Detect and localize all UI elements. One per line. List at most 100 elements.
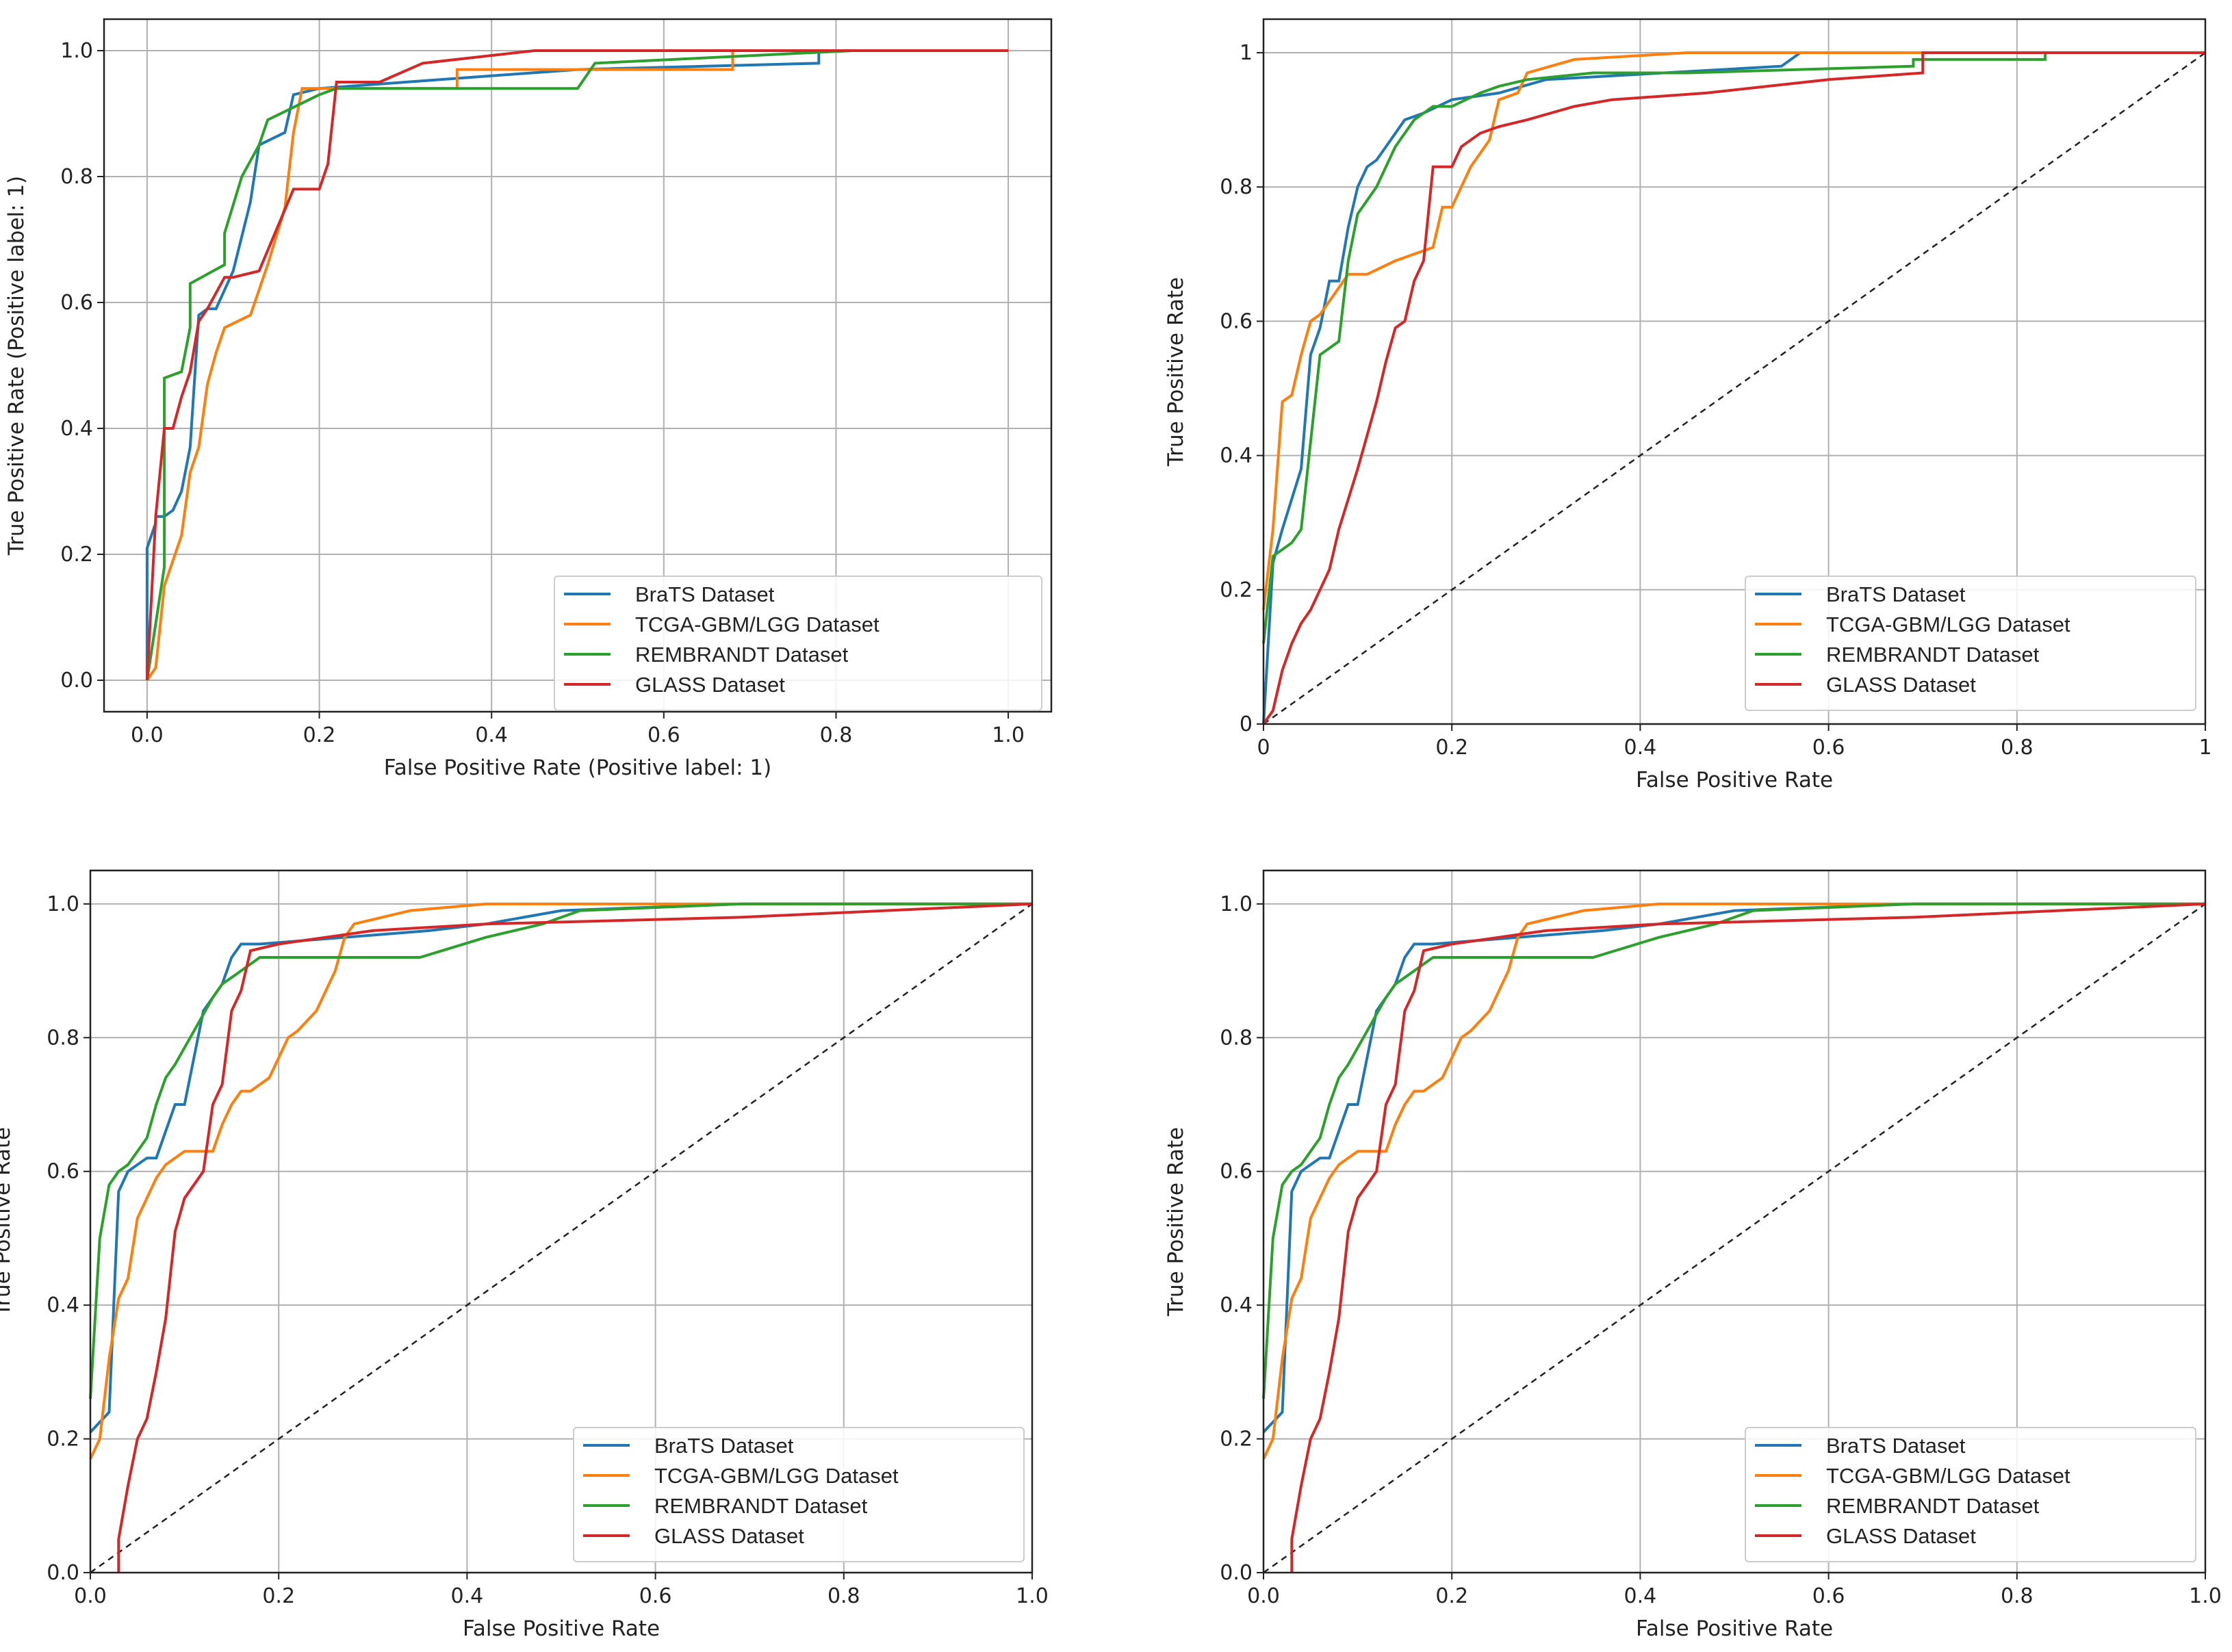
roc-curve-brats bbox=[145, 49, 1009, 680]
axes-frame bbox=[1262, 869, 2207, 1574]
legend-box bbox=[1745, 1427, 2196, 1562]
roc-curve-rembrandt bbox=[89, 902, 1032, 1399]
legend-box bbox=[573, 1427, 1025, 1562]
y-tick-label: 0.8 bbox=[60, 165, 93, 189]
legend-label-glass: GLASS Dataset bbox=[654, 1524, 804, 1548]
y-axis-label: True Positive Rate bbox=[1164, 277, 1188, 467]
x-tick-label: 0.6 bbox=[647, 723, 680, 747]
roc-curve-glass bbox=[1290, 902, 2206, 1573]
roc-curve-tcga bbox=[1262, 902, 2205, 1460]
roc-curve-glass bbox=[145, 49, 1009, 681]
legend-label-tcga: TCGA-GBM/LGG Dataset bbox=[1826, 1464, 2070, 1488]
legend-label-brats: BraTS Dataset bbox=[1826, 582, 1966, 606]
legend-label-rembrandt: REMBRANDT Dataset bbox=[1826, 643, 2040, 667]
y-tick-label: 0.2 bbox=[47, 1428, 79, 1451]
x-tick-label: 0.8 bbox=[820, 723, 853, 747]
axes-frame bbox=[103, 18, 1053, 713]
y-tick-label: 0.6 bbox=[1220, 309, 1253, 333]
x-tick-label: 1.0 bbox=[1016, 1584, 1049, 1608]
legend-box bbox=[554, 576, 1042, 711]
roc-curve-brats bbox=[1262, 902, 2205, 1434]
legend-label-glass: GLASS Dataset bbox=[1826, 673, 1976, 697]
legend-label-brats: BraTS Dataset bbox=[1826, 1434, 1966, 1458]
x-tick-label: 0.4 bbox=[1624, 736, 1657, 760]
y-tick-label: 1.0 bbox=[47, 892, 79, 916]
y-tick-label: 0.0 bbox=[47, 1561, 79, 1585]
y-tick-label: 0 bbox=[1240, 712, 1253, 736]
axes-frame bbox=[89, 869, 1034, 1574]
x-axis-label: False Positive Rate bbox=[463, 1616, 660, 1641]
y-tick-label: 1.0 bbox=[1220, 892, 1253, 916]
legend-label-glass: GLASS Dataset bbox=[1826, 1524, 1976, 1548]
y-tick-label: 0.8 bbox=[1220, 175, 1253, 199]
x-tick-label: 1.0 bbox=[2189, 1584, 2222, 1608]
chart-panel-top-left: 0.0 0.2 0.4 0.6 0.8 1.0 0.0 0.2 0.4 0.6 0.8 1.0 Fals… bbox=[4, 18, 1053, 780]
y-axis-label: True Positive Rate bbox=[0, 1127, 15, 1317]
x-tick-label: 0.8 bbox=[828, 1584, 860, 1608]
roc-curve-tcga bbox=[146, 49, 1009, 682]
chance-diagonal bbox=[1263, 52, 2206, 725]
legend-label-rembrandt: REMBRANDT Dataset bbox=[654, 1494, 868, 1518]
y-tick-label: 0.2 bbox=[1220, 578, 1253, 602]
x-tick-label: 0.2 bbox=[262, 1584, 295, 1608]
x-tick-label: 1 bbox=[2198, 736, 2211, 760]
chart-panel-bottom-right: 0.0 0.2 0.4 0.6 0.8 1.0 0.0 0.2 0.4 0.6 0.8 1.0 Fals… bbox=[1164, 869, 2222, 1641]
x-tick-label: 1.0 bbox=[992, 723, 1025, 747]
x-tick-label: 0.0 bbox=[74, 1584, 107, 1608]
roc-curve-tcga bbox=[89, 902, 1032, 1460]
legend-label-brats: BraTS Dataset bbox=[635, 582, 775, 606]
y-tick-label: 0.6 bbox=[47, 1160, 79, 1184]
legend-label-rembrandt: REMBRANDT Dataset bbox=[1826, 1494, 2040, 1518]
x-axis-label: False Positive Rate bbox=[1636, 768, 1833, 792]
x-tick-label: 0.6 bbox=[639, 1584, 672, 1608]
x-tick-label: 0.4 bbox=[1624, 1584, 1657, 1608]
x-tick-label: 0.0 bbox=[1247, 1584, 1280, 1608]
x-tick-label: 0.8 bbox=[2001, 1584, 2034, 1608]
y-tick-label: 0.4 bbox=[1220, 444, 1253, 468]
roc-curve-brats bbox=[89, 902, 1032, 1434]
legend-label-brats: BraTS Dataset bbox=[654, 1434, 794, 1458]
y-tick-label: 1 bbox=[1240, 41, 1253, 65]
roc-curve-brats bbox=[1262, 51, 2205, 725]
x-tick-label: 0.8 bbox=[2001, 736, 2034, 760]
x-tick-label: 0 bbox=[1257, 736, 1270, 760]
x-axis-label: False Positive Rate (Positive label: 1) bbox=[384, 756, 772, 780]
x-axis-label: False Positive Rate bbox=[1636, 1616, 1833, 1641]
y-tick-label: 0.6 bbox=[60, 291, 93, 315]
x-tick-label: 0.4 bbox=[475, 723, 508, 747]
y-tick-label: 1.0 bbox=[60, 39, 93, 63]
y-axis-label: True Positive Rate (Positive label: 1) bbox=[4, 176, 29, 556]
legend-box bbox=[1745, 576, 2196, 711]
y-tick-label: 0.6 bbox=[1220, 1160, 1253, 1184]
x-tick-label: 0.4 bbox=[451, 1584, 484, 1608]
y-tick-label: 0.2 bbox=[1220, 1428, 1253, 1451]
roc-curve-glass bbox=[117, 902, 1033, 1573]
chart-panel-bottom-left: 0.0 0.2 0.4 0.6 0.8 1.0 0.0 0.2 0.4 0.6 0.8 1.0 Fals… bbox=[0, 869, 1049, 1641]
x-tick-label: 0.6 bbox=[1812, 1584, 1845, 1608]
roc-curve-rembrandt bbox=[145, 49, 1009, 681]
legend-label-glass: GLASS Dataset bbox=[635, 673, 785, 697]
x-tick-label: 0.6 bbox=[1812, 736, 1845, 760]
x-tick-label: 0.2 bbox=[1435, 736, 1468, 760]
legend-label-tcga: TCGA-GBM/LGG Dataset bbox=[635, 612, 880, 636]
y-tick-label: 0.4 bbox=[1220, 1293, 1253, 1317]
legend-label-tcga: TCGA-GBM/LGG Dataset bbox=[654, 1464, 899, 1488]
y-tick-label: 0.4 bbox=[47, 1293, 79, 1317]
y-axis-label: True Positive Rate bbox=[1164, 1127, 1188, 1317]
legend: BraTS Dataset TCGA-GBM/LGG Dataset REMBRAN… bbox=[1745, 1427, 2196, 1562]
chart-panel-top-right: 0 0.2 0.4 0.6 0.8 1 0 0.2 0.4 0.6 0.8 1 False Positi… bbox=[1164, 18, 2212, 792]
x-tick-label: 0.0 bbox=[131, 723, 164, 747]
y-tick-label: 0.0 bbox=[60, 669, 93, 693]
x-tick-label: 0.2 bbox=[1435, 1584, 1468, 1608]
roc-curve-tcga bbox=[1262, 51, 2205, 610]
axes-frame bbox=[1262, 18, 2207, 725]
roc-curve-rembrandt bbox=[1262, 51, 2205, 644]
roc-curve-rembrandt bbox=[1262, 902, 2205, 1399]
y-tick-label: 0.4 bbox=[60, 417, 93, 441]
y-tick-label: 0.8 bbox=[47, 1026, 79, 1050]
y-tick-label: 0.2 bbox=[60, 543, 93, 567]
legend-label-rembrandt: REMBRANDT Dataset bbox=[635, 643, 849, 667]
legend-label-tcga: TCGA-GBM/LGG Dataset bbox=[1826, 612, 2070, 636]
